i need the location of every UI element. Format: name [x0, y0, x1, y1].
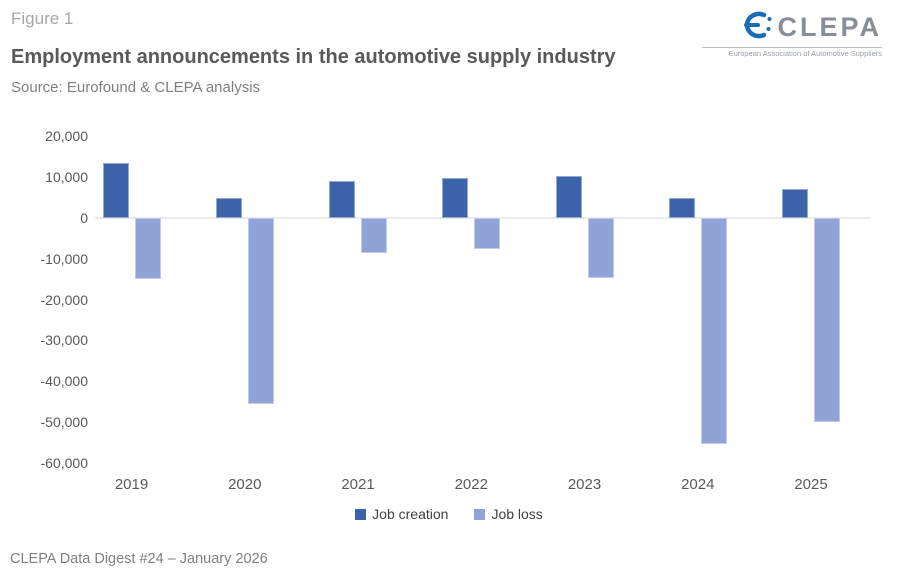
footer-note: CLEPA Data Digest #24 – January 2026: [10, 551, 268, 567]
job-loss-bar: [814, 218, 840, 422]
y-axis: 20,000 10,000 0 -10,000 -20,000 -30,000 -40,00…: [6, 128, 88, 480]
job-creation-bar: [215, 198, 242, 218]
job-loss-bar: [134, 218, 161, 280]
x-axis-label: 2022: [454, 476, 488, 493]
job-creation-bar: [329, 181, 355, 218]
clepa-swoosh-icon: [735, 10, 773, 45]
legend-swatch: [474, 508, 486, 520]
job-loss-bar: [587, 218, 614, 279]
job-loss-bar: [361, 218, 387, 254]
chart-title: Employment announcements in the automoti…: [11, 46, 616, 68]
legend: Job creation Job loss: [0, 506, 898, 522]
job-creation-bar: [555, 176, 582, 218]
job-creation-bar: [668, 197, 695, 218]
figure-label: Figure 1: [11, 9, 74, 28]
x-axis-label: 2025: [794, 476, 828, 493]
x-axis-label: 2024: [681, 476, 715, 493]
chart-source: Source: Eurofound & CLEPA analysis: [11, 79, 261, 96]
clepa-logo-text: CLEPA: [777, 12, 882, 42]
x-axis-label: 2020: [228, 476, 262, 493]
y-tick-label: -20,000: [40, 291, 88, 308]
job-loss-bar: [247, 218, 274, 405]
legend-label: Job loss: [491, 506, 543, 522]
job-loss-bar: [700, 218, 727, 444]
y-tick-label: 10,000: [45, 169, 88, 186]
x-axis-label: 2023: [567, 476, 602, 493]
job-loss-bar: [474, 218, 501, 250]
y-tick-label: -10,000: [40, 250, 88, 267]
legend-label: Job creation: [372, 506, 449, 522]
clepa-logo: CLEPA European Association of Automotive…: [702, 10, 882, 58]
y-tick-label: 20,000: [45, 128, 88, 145]
job-creation-bar: [102, 162, 129, 218]
y-tick-label: -40,000: [40, 373, 88, 390]
x-axis-label: 2019: [114, 476, 149, 493]
y-tick-label: -50,000: [40, 414, 88, 430]
job-creation-bar: [782, 189, 808, 218]
clepa-logo-tagline: European Association of Automotive Suppl…: [702, 47, 882, 58]
y-tick-label: -60,000: [40, 454, 88, 471]
legend-item: Job creation: [355, 506, 448, 522]
job-creation-bar: [442, 178, 469, 218]
x-axis-label: 2021: [341, 476, 375, 493]
legend-item: Job loss: [474, 506, 543, 522]
y-tick-label: 0: [80, 210, 88, 226]
plot-area: 2019 2020 2021 2022 2023 2024 2025: [95, 130, 871, 493]
legend-swatch: [355, 508, 367, 520]
y-tick-label: -30,000: [40, 332, 88, 349]
